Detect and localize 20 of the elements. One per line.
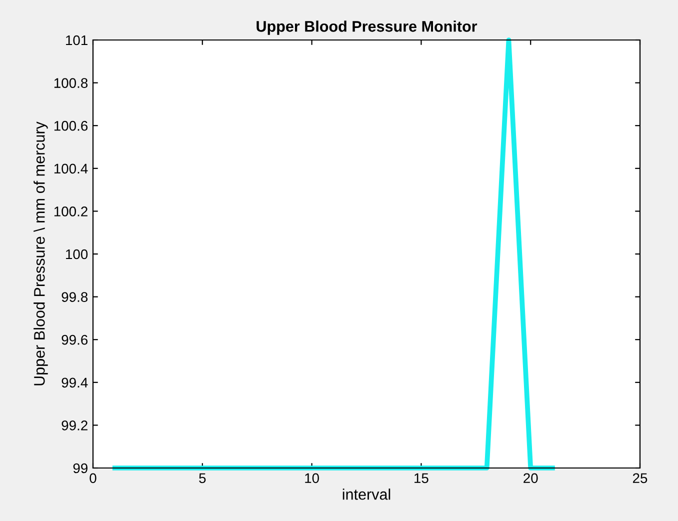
- y-tick-label: 99.2: [62, 420, 88, 430]
- y-tick-label: 99.4: [62, 378, 88, 388]
- x-axis-title: interval: [342, 488, 390, 500]
- x-tick-label: 15: [414, 473, 428, 484]
- y-tick-label: 100: [66, 249, 88, 260]
- chart-title: Upper Blood Pressure Monitor: [256, 20, 478, 35]
- y-tick-label: 100.8: [54, 78, 88, 88]
- y-axis-title: Upper Blood Pressure \ mm of mercury: [34, 122, 48, 386]
- x-tick-label: 25: [632, 473, 648, 484]
- y-tick-label: 99: [73, 463, 88, 474]
- y-tick-label: 100.6: [54, 120, 88, 131]
- y-tick-label: 100.2: [54, 206, 88, 216]
- x-tick-label: 5: [199, 473, 206, 484]
- y-tick-label: 99.6: [62, 334, 88, 345]
- x-tick-label: 0: [90, 473, 96, 484]
- x-tick-label: 20: [524, 473, 538, 484]
- y-tick-label: 100.4: [54, 164, 88, 174]
- y-tick-label: 101: [66, 35, 88, 46]
- y-tick-label: 99.8: [62, 292, 88, 302]
- x-tick-label: 10: [305, 473, 319, 484]
